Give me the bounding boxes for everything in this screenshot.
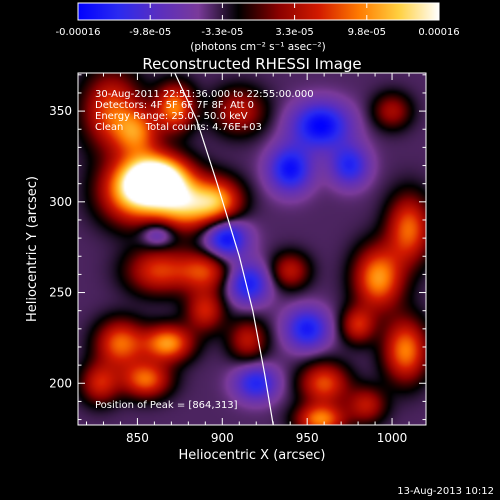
annotation-detectors: Detectors: 4F 5F 6F 7F 8F, Att 0 bbox=[95, 100, 254, 111]
y-axis-label: Heliocentric Y (arcsec) bbox=[25, 176, 40, 322]
axis-ticks bbox=[78, 73, 427, 425]
colorbar-tick-label: -3.3e-05 bbox=[201, 27, 243, 38]
heatmap-image bbox=[78, 73, 426, 425]
colorbar-ticks: -0.00016 -9.8e-05 -3.3e-05 3.3e-05 9.8e-05 0.… bbox=[56, 3, 460, 38]
plot-area bbox=[77, 72, 427, 426]
annotation-counts: Clean Total counts: 4.76E+03 bbox=[95, 122, 262, 133]
y-tick-label: 300 bbox=[49, 195, 72, 209]
peak-position-label: Position of Peak = [864,313] bbox=[95, 400, 238, 411]
colorbar-tick-label: 9.8e-05 bbox=[348, 27, 386, 38]
colorbar-unit-label: (photons cm⁻² s⁻¹ asec⁻²) bbox=[190, 41, 325, 53]
colorbar-gradient bbox=[77, 2, 440, 21]
plot-frame bbox=[77, 72, 427, 426]
annotations: 30-Aug-2011 22:51:36.000 to 22:55:00.000… bbox=[95, 89, 314, 411]
x-tick-label: 850 bbox=[126, 431, 149, 445]
x-tick-label: 1000 bbox=[377, 431, 408, 445]
annotation-time: 30-Aug-2011 22:51:36.000 to 22:55:00.000 bbox=[95, 89, 314, 100]
annotation-energy: Energy Range: 25.0 - 50.0 keV bbox=[95, 111, 248, 122]
x-axis-label: Heliocentric X (arcsec) bbox=[179, 448, 326, 463]
y-tick-label: 250 bbox=[49, 286, 72, 300]
colorbar-tick-label: 0.00016 bbox=[418, 27, 459, 38]
x-tick-label: 900 bbox=[211, 431, 234, 445]
x-tick-label: 950 bbox=[296, 431, 319, 445]
colorbar-tick-label: -9.8e-05 bbox=[129, 27, 171, 38]
footer-date: 13-Aug-2013 10:12 bbox=[397, 486, 494, 497]
solar-limb-curve bbox=[174, 73, 274, 425]
chart-title: Reconstructed RHESSI Image bbox=[142, 55, 361, 73]
y-tick-labels: 200 250 300 350 bbox=[49, 104, 72, 390]
y-tick-label: 350 bbox=[49, 104, 72, 118]
colorbar: -0.00016 -9.8e-05 -3.3e-05 3.3e-05 9.8e-05 0.… bbox=[56, 2, 460, 53]
y-tick-label: 200 bbox=[49, 376, 72, 390]
colorbar-tick-label: -0.00016 bbox=[56, 27, 101, 38]
x-tick-labels: 850 900 950 1000 bbox=[126, 431, 407, 445]
colorbar-tick-label: 3.3e-05 bbox=[275, 27, 313, 38]
